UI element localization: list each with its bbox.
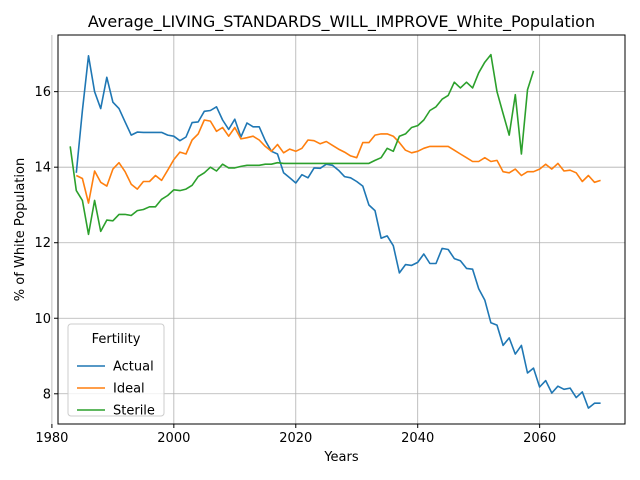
legend-label-ideal: Ideal	[113, 382, 145, 397]
x-tick-label: 2040	[401, 431, 434, 446]
series-line-ideal	[75, 119, 601, 204]
chart-title: Average_LIVING_STANDARDS_WILL_IMPROVE_Wh…	[88, 12, 595, 32]
legend-title: Fertility	[92, 332, 141, 347]
plot-frame	[57, 34, 626, 425]
legend-box	[67, 323, 165, 417]
y-tick-label: 14	[34, 161, 51, 176]
series-layer	[69, 53, 601, 409]
x-tick-label: 2000	[157, 431, 190, 446]
legend-label-sterile: Sterile	[113, 404, 155, 419]
grid	[51, 35, 625, 424]
y-axis: 8 10 12 14 16	[34, 85, 58, 402]
x-tick-label: 2020	[279, 431, 312, 446]
legend-label-actual: Actual	[113, 360, 154, 375]
legend: Fertility Actual Ideal Sterile	[67, 323, 165, 419]
x-tick-label: 2060	[523, 431, 556, 446]
y-axis-label: % of White Population	[13, 158, 28, 301]
series-line-actual	[75, 54, 601, 409]
x-axis-label: Years	[323, 450, 359, 465]
y-tick-label: 12	[34, 236, 51, 251]
y-tick-label: 10	[34, 312, 51, 327]
y-tick-label: 8	[43, 387, 51, 402]
x-tick-label: 1980	[35, 431, 68, 446]
y-tick-label: 16	[34, 85, 51, 100]
x-axis: 1980 2000 2020 2040 2060	[35, 424, 556, 446]
series-line-sterile	[69, 53, 535, 236]
